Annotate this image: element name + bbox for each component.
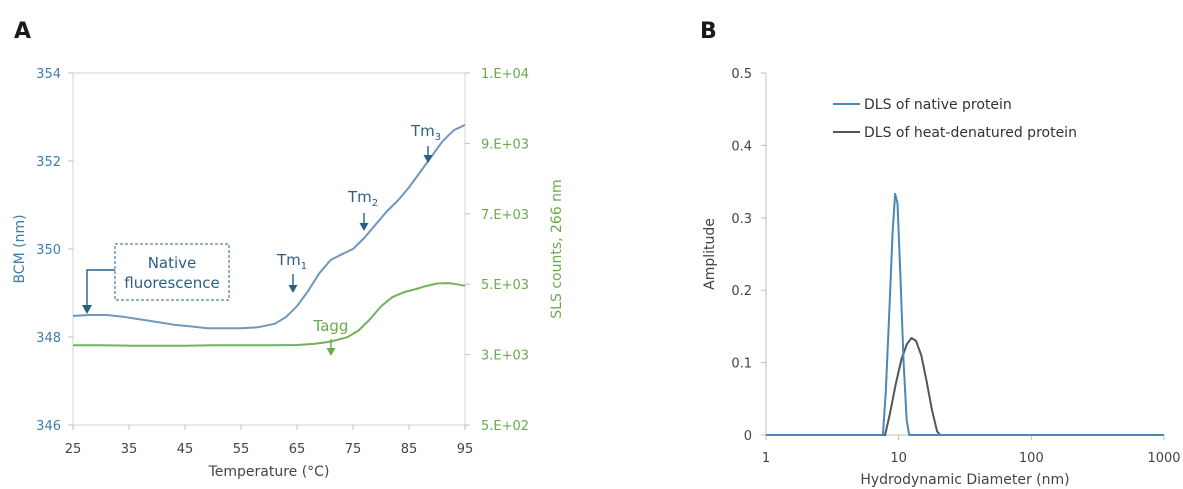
y-tick-label: 0.5 <box>731 67 752 82</box>
y-tick-label: 0.4 <box>731 139 752 154</box>
chart-a-x-axis-title: Temperature (°C) <box>208 464 330 480</box>
chart-a-y2-ticks: 5.E+02 3.E+03 5.E+03 7.E+03 9.E+03 1.E+04 <box>465 67 529 434</box>
native-fluorescence-box <box>114 243 230 301</box>
y2-tick-label: 3.E+03 <box>481 349 529 364</box>
x-tick-label: 100 <box>1019 451 1044 466</box>
tm3-annotation: Tm3 <box>410 122 441 163</box>
tm2-label: Tm2 <box>347 188 378 209</box>
x-tick-label: 85 <box>401 442 418 457</box>
x-tick-label: 35 <box>121 442 138 457</box>
legend-native-label: DLS of native protein <box>864 97 1012 113</box>
y-tick-label: 350 <box>36 243 61 258</box>
chart-b-series <box>766 192 1164 436</box>
x-tick-label: 45 <box>177 442 194 457</box>
series-sls-line <box>73 282 466 347</box>
y-tick-label: 0 <box>744 429 752 444</box>
chart-b-x-ticks: 1 10 100 1000 <box>762 435 1181 466</box>
tm3-arrow-head <box>423 155 433 163</box>
native-fluorescence-arrow-line <box>86 269 115 308</box>
x-tick-label: 65 <box>289 442 306 457</box>
y2-tick-label: 5.E+02 <box>481 419 529 434</box>
y2-tick-label: 7.E+03 <box>481 208 529 223</box>
tm2-arrow-head <box>359 223 369 231</box>
chart-a-y2-axis-title: SLS counts, 266 nm <box>549 179 565 318</box>
series-denatured-line <box>766 337 1164 436</box>
chart-b-x-axis-title: Hydrodynamic Diameter (nm) <box>860 472 1069 488</box>
native-fluorescence-callout: Native fluorescence <box>82 243 230 314</box>
panel-b-label: B <box>700 19 717 44</box>
x-tick-label: 55 <box>233 442 250 457</box>
tm3-label: Tm3 <box>410 122 441 143</box>
chart-a: 25 35 45 55 65 75 85 95 346 348 350 352 354 5.E+02 3… <box>12 67 565 480</box>
native-fluorescence-label: Native fluorescence <box>124 254 219 292</box>
x-tick-label: 1000 <box>1147 451 1180 466</box>
tagg-arrow-head <box>326 348 336 356</box>
chart-b: 0 0.1 0.2 0.3 0.4 0.5 1 10 100 1000 Hydrodynamic… <box>702 67 1181 488</box>
tm1-label: Tm1 <box>276 251 307 272</box>
y-tick-label: 352 <box>36 155 61 170</box>
tm2-annotation: Tm2 <box>347 188 378 231</box>
x-tick-label: 95 <box>457 442 474 457</box>
y2-tick-label: 5.E+03 <box>481 278 529 293</box>
panel-a-label: A <box>14 19 31 44</box>
x-tick-label: 25 <box>65 442 82 457</box>
y-tick-label: 0.1 <box>731 357 752 372</box>
y-tick-label: 0.3 <box>731 212 752 227</box>
x-tick-label: 10 <box>890 451 907 466</box>
native-fluorescence-line: Native <box>148 254 197 272</box>
tm1-arrow-head <box>288 285 298 293</box>
x-tick-label: 1 <box>762 451 770 466</box>
y-tick-label: 354 <box>36 67 61 82</box>
y2-tick-label: 9.E+03 <box>481 137 529 152</box>
tm1-annotation: Tm1 <box>276 251 307 293</box>
series-bcm-line <box>72 123 466 330</box>
y-tick-label: 348 <box>36 331 61 346</box>
y-tick-label: 346 <box>36 419 61 434</box>
chart-a-y-axis-title: BCM (nm) <box>12 214 28 283</box>
chart-a-y-ticks: 346 348 350 352 354 <box>36 67 73 434</box>
tagg-label: Tagg <box>313 317 349 335</box>
chart-b-legend: DLS of native protein DLS of heat-denatu… <box>833 97 1077 141</box>
y2-tick-label: 1.E+04 <box>481 67 529 82</box>
series-native-line <box>766 192 1164 436</box>
chart-a-x-ticks: 25 35 45 55 65 75 85 95 <box>65 425 474 457</box>
chart-b-y-ticks: 0 0.1 0.2 0.3 0.4 0.5 <box>731 67 766 444</box>
legend-denatured-label: DLS of heat-denatured protein <box>864 125 1077 141</box>
native-fluorescence-line: fluorescence <box>124 274 219 292</box>
chart-a-series <box>72 123 466 347</box>
chart-b-y-axis-title: Amplitude <box>702 218 718 290</box>
native-fluorescence-arrow-head <box>82 305 92 314</box>
x-tick-label: 75 <box>345 442 362 457</box>
y-tick-label: 0.2 <box>731 284 752 299</box>
tagg-annotation: Tagg <box>313 317 349 356</box>
